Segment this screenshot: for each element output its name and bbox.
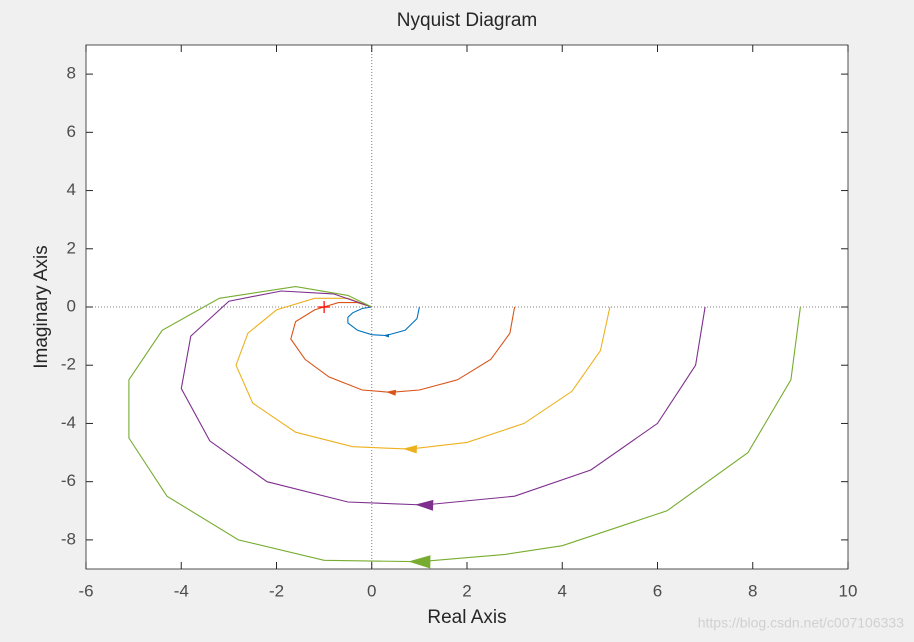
y-tick-label: -2 [61, 355, 76, 374]
y-tick-label: 6 [67, 122, 76, 141]
y-tick-label: -6 [61, 471, 76, 490]
y-tick-label: 4 [67, 180, 76, 199]
x-axis-label: Real Axis [427, 607, 506, 628]
direction-arrow [415, 499, 434, 511]
nyquist-curve [290, 302, 516, 393]
watermark: https://blog.csdn.net/c007106333 [698, 615, 904, 631]
chart-title: Nyquist Diagram [397, 10, 537, 31]
x-tick-label: 8 [748, 581, 757, 600]
nyquist-curve [347, 306, 420, 337]
x-tick-label: 0 [367, 581, 376, 600]
y-tick-label: 8 [67, 64, 76, 83]
direction-arrow [408, 555, 431, 569]
y-tick-label: -8 [61, 529, 76, 548]
y-tick-label: 0 [67, 296, 76, 315]
nyquist-curve [235, 297, 611, 450]
x-tick-label: 4 [558, 581, 567, 600]
direction-arrow [385, 389, 397, 396]
y-tick-label: 2 [67, 238, 76, 257]
x-tick-label: 6 [653, 581, 662, 600]
x-tick-label: 10 [839, 581, 858, 600]
y-tick-label: -4 [61, 413, 76, 432]
x-tick-label: -2 [269, 581, 284, 600]
critical-point [318, 301, 331, 313]
x-tick-label: 2 [462, 581, 471, 600]
direction-arrow [383, 333, 390, 338]
nyquist-curve [128, 286, 801, 563]
x-tick-label: -4 [174, 581, 189, 600]
plot-frame [85, 44, 849, 570]
direction-arrow [402, 445, 418, 454]
x-tick-label: -6 [78, 581, 93, 600]
nyquist-curve [180, 290, 706, 506]
y-axis-label: Imaginary Axis [31, 245, 52, 369]
